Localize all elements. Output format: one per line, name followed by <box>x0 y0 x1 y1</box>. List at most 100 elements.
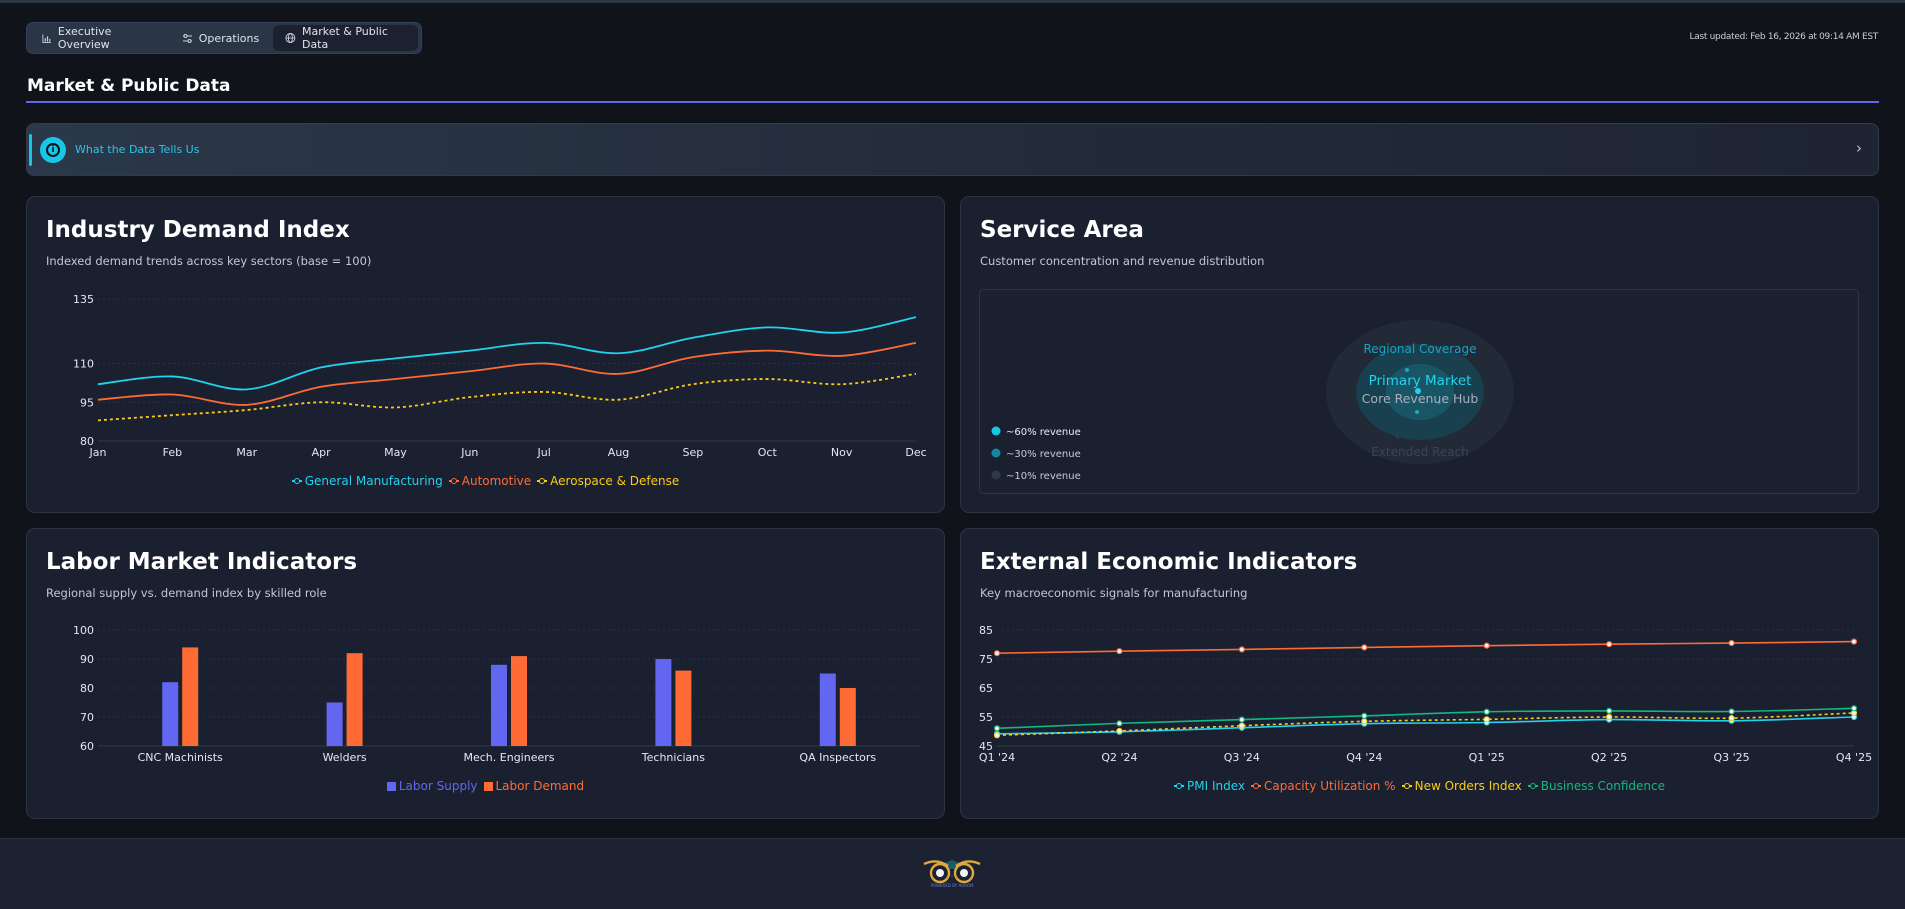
chevron-right-icon[interactable]: › <box>1856 139 1862 157</box>
series-line-automotive <box>97 342 917 406</box>
x-tick-label: QA Inspectors <box>799 751 876 764</box>
tab-market-public-data[interactable]: Market & Public Data <box>273 25 418 51</box>
x-tick-label: Technicians <box>641 751 705 764</box>
legend-swatch <box>483 781 493 791</box>
data-point-capacity-utilization- <box>1850 638 1858 645</box>
legend-item[interactable]: PMI Index <box>1174 779 1245 793</box>
bar-labor-supply <box>819 673 836 746</box>
y-tick-label: 80 <box>80 435 94 448</box>
x-tick-label: Welders <box>323 751 367 764</box>
location-dot <box>1456 418 1460 422</box>
legend-item[interactable]: New Orders Index <box>1401 779 1522 793</box>
ring-label-extended: Extended Reach <box>1371 445 1469 459</box>
bar-chart-icon <box>42 33 51 43</box>
data-point-capacity-utilization- <box>993 650 1001 657</box>
top-border <box>0 0 1905 3</box>
location-dot <box>1415 388 1421 394</box>
data-point-capacity-utilization- <box>1361 644 1368 651</box>
data-point-new-orders-index <box>1728 715 1735 722</box>
legend-item[interactable]: Capacity Utilization % <box>1250 779 1396 793</box>
data-point-new-orders-index <box>1361 718 1368 725</box>
y-tick-label: 80 <box>80 682 94 695</box>
legend-item[interactable]: General Manufacturing <box>291 474 443 488</box>
legend-marker-icon <box>537 478 548 484</box>
y-tick-label: 95 <box>80 396 94 409</box>
x-tick-label: Q1 '25 <box>1469 751 1505 764</box>
x-tick-label: Q3 '24 <box>1224 751 1260 764</box>
card-subtitle: Regional supply vs. demand index by skil… <box>46 586 327 600</box>
globe-icon <box>285 33 296 43</box>
x-tick-label: Mar <box>236 446 257 459</box>
bar-labor-supply <box>326 702 343 746</box>
x-tick-label: Q3 '25 <box>1713 751 1749 764</box>
legend-item[interactable]: Aerospace & Defense <box>537 474 679 488</box>
tab-label: Market & Public Data <box>301 25 388 51</box>
legend-dot-30 <box>991 448 1001 458</box>
data-point-capacity-utilization- <box>1728 639 1735 647</box>
data-point-business-confidence <box>1483 708 1490 715</box>
legend-item[interactable]: Labor Supply <box>386 779 478 793</box>
series-line-pmi-index <box>996 716 1855 735</box>
legend-label: ~30% revenue <box>1006 449 1081 460</box>
legend-label: Business Confidence <box>1540 779 1665 793</box>
ring-label-core: Core Revenue Hub <box>1362 391 1479 406</box>
x-tick-label: Apr <box>312 446 332 459</box>
data-point-business-confidence <box>1850 705 1858 712</box>
svg-text:POWERED BY AUROM: POWERED BY AUROM <box>931 883 975 888</box>
series-line-general-manufacturing <box>97 316 917 391</box>
tab-operations[interactable]: Operations <box>170 25 271 51</box>
legend-label: Labor Supply <box>398 779 478 793</box>
legend-item[interactable]: Business Confidence <box>1527 779 1665 793</box>
y-tick-label: 100 <box>73 624 94 637</box>
x-tick-label: Q1 '24 <box>979 751 1015 764</box>
x-tick-label: Feb <box>163 446 182 459</box>
page-title: Market & Public Data <box>27 76 231 96</box>
card-title: Labor Market Indicators <box>46 549 358 575</box>
data-point-business-confidence <box>993 725 1001 732</box>
series-line-new-orders-index <box>996 712 1855 737</box>
data-point-capacity-utilization- <box>1606 641 1613 648</box>
series-line-business-confidence <box>996 707 1855 730</box>
x-tick-label: Q4 '24 <box>1346 751 1382 764</box>
card-subtitle: Indexed demand trends across key sectors… <box>46 254 372 268</box>
bar-labor-demand <box>675 670 692 746</box>
x-tick-label: Jun <box>460 446 478 459</box>
labor-market-chart: 60 70 80 90 100 CNC Machinists Welders Mech. En… <box>73 624 920 764</box>
y-tick-label: 135 <box>73 293 94 306</box>
data-point-capacity-utilization- <box>1116 648 1123 655</box>
card-title: Industry Demand Index <box>46 217 350 243</box>
industry-demand-card: Industry Demand Index Indexed demand tre… <box>26 196 945 513</box>
legend-label: General Manufacturing <box>304 474 443 488</box>
legend-marker-icon <box>448 478 459 484</box>
service-area-map: Regional Coverage Primary Market Core Re… <box>979 289 1859 494</box>
x-tick-label: Oct <box>758 446 778 459</box>
tab-executive-overview[interactable]: Executive Overview <box>30 25 168 51</box>
series-line-capacity-utilization- <box>996 640 1855 654</box>
legend-label: Automotive <box>461 474 532 488</box>
sliders-icon <box>182 33 192 43</box>
x-tick-label: Q4 '25 <box>1836 751 1872 764</box>
series-line-aerospace-defense <box>97 372 917 422</box>
legend-label: Aerospace & Defense <box>550 474 680 488</box>
legend-label: ~10% revenue <box>1006 471 1081 482</box>
x-tick-label: May <box>384 446 407 459</box>
card-title: External Economic Indicators <box>980 549 1358 575</box>
data-point-capacity-utilization- <box>1238 646 1245 653</box>
ring-label-regional: Regional Coverage <box>1363 342 1476 356</box>
x-tick-label: Sep <box>683 446 704 459</box>
legend-item[interactable]: Automotive <box>448 474 532 488</box>
bar-labor-supply <box>162 682 179 746</box>
x-tick-label: Jul <box>537 446 551 459</box>
location-dot <box>1437 401 1441 405</box>
owl-logo: POWERED BY AUROM <box>923 860 981 888</box>
bar-labor-demand <box>511 656 527 746</box>
legend-item[interactable]: Labor Demand <box>483 779 584 793</box>
y-tick-label: 65 <box>979 682 993 695</box>
x-tick-label: Q2 '25 <box>1591 751 1627 764</box>
dashboard-tabs: Executive Overview Operations Market & P… <box>26 22 422 54</box>
data-point-new-orders-index <box>1483 716 1490 723</box>
data-point-business-confidence <box>1238 716 1245 723</box>
x-tick-label: CNC Machinists <box>138 751 223 764</box>
insight-panel-toggle[interactable]: i What the Data Tells Us › <box>26 123 1879 176</box>
insight-label: What the Data Tells Us <box>75 143 200 156</box>
